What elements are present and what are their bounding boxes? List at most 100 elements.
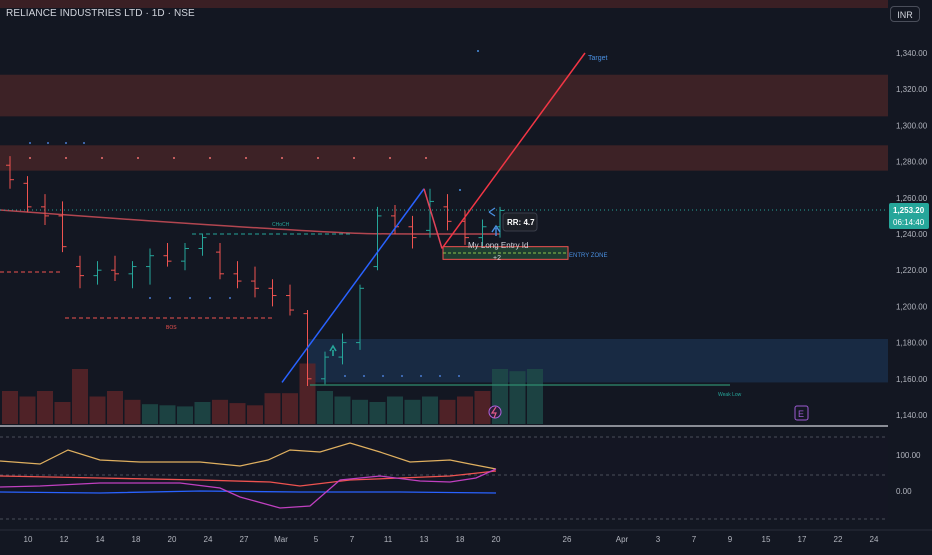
current-price-label: 1,253.20 [893,206,925,215]
pivot-dot [363,375,365,377]
price-tick-label: 1,220.00 [896,266,928,275]
pivot-dot [65,142,67,144]
current-price-badge [889,203,929,229]
demand-zone-box [308,338,888,383]
time-tick-label: 11 [384,535,393,544]
volume-bar [369,402,386,424]
time-tick-label: 5 [314,535,319,544]
time-tick-label: 3 [656,535,661,544]
lightning-icon [490,406,497,419]
pivot-dot [401,375,403,377]
volume-bar [334,396,351,424]
volume-bar [177,406,193,424]
indicator-orange-line [0,442,497,470]
impulse-line [281,188,425,383]
target-projection-line [441,52,586,249]
volume-bar [352,399,368,424]
time-tick-label: 20 [492,535,501,544]
pivot-dot [281,157,283,159]
volume-bar [282,393,298,424]
volume-bar [247,405,263,424]
bos-label: BOS [166,325,177,331]
time-tick-label: 26 [563,535,572,544]
volume-bar [509,371,526,424]
volume-bar [474,391,491,424]
price-tick-label: 1,300.00 [896,121,928,130]
pivot-dot [169,297,171,299]
volume-bar [387,396,403,424]
time-tick-label: 22 [834,535,843,544]
volume-bar [159,405,176,424]
time-tick-label: 24 [204,535,213,544]
up-arrow-icon [329,344,337,356]
indicator-red-line [0,470,497,487]
pivot-dot [173,157,175,159]
price-tick-label: 1,200.00 [896,302,928,311]
pivot-dot [149,297,151,299]
volume-bar [124,399,141,424]
volume-bar [229,403,246,424]
time-tick-label: 7 [692,535,697,544]
weak-low-label: Weak Low [718,392,742,398]
price-tick-label: 1,320.00 [896,85,928,94]
volume-bar [212,399,228,424]
pivot-dot [458,375,460,377]
marker-dot [459,189,461,191]
pivot-dot [439,375,441,377]
pullback-line [423,188,443,249]
pivot-dot [245,157,247,159]
pivot-dot [382,375,384,377]
volume-bar [422,396,438,424]
pivot-dot [209,297,211,299]
marker-dot [477,50,479,52]
pivot-dot [353,157,355,159]
indicator-tick-label: 0.00 [896,487,912,496]
time-tick-label: Mar [274,535,288,544]
time-tick-label: 12 [60,535,69,544]
time-tick-label: 20 [168,535,177,544]
pivot-dot [29,142,31,144]
symbol-title: RELIANCE INDUSTRIES LTD · 1D · NSE [6,8,195,19]
earnings-label: E [798,409,804,419]
time-tick-label: 7 [350,535,355,544]
price-tick-label: 1,180.00 [896,339,928,348]
indicator-tick-label: 100.00 [896,451,921,460]
pivot-dot [317,157,319,159]
dividend-badge-icon [488,405,502,419]
choch-label: CHoCH [272,222,290,228]
price-tick-label: 1,160.00 [896,375,928,384]
time-tick-label: 9 [728,535,733,544]
time-tick-label: 24 [870,535,879,544]
price-tick-label: 1,340.00 [896,49,928,58]
earnings-badge [794,405,809,421]
moving-average-line [0,209,500,235]
volume-bar [107,391,123,424]
time-tick-label: 10 [24,535,33,544]
time-tick-label: 14 [96,535,105,544]
resistance-zone [0,145,888,171]
pivot-dot [83,142,85,144]
indicator-blue-line [0,490,497,494]
arrow-marker-icon [488,207,496,217]
entry-label: My Long Entry Id [468,241,528,250]
price-axis-bg [888,0,932,530]
countdown-label: 06:14:40 [893,218,925,227]
entry-qty-label: +2 [493,255,501,262]
price-tick-label: 1,280.00 [896,158,928,167]
time-tick-label: Apr [616,535,629,544]
volume-bar [19,396,36,424]
price-tick-label: 1,140.00 [896,411,928,420]
entry-zone-label: ENTRY ZONE [569,253,607,259]
target-label: Target [588,55,608,62]
time-tick-label: 13 [420,535,429,544]
currency-button[interactable]: INR [890,6,920,22]
pivot-dot [425,157,427,159]
volume-bar [264,393,281,424]
pivot-dot [209,157,211,159]
price-tick-label: 1,260.00 [896,194,928,203]
pivot-dot [29,157,31,159]
pivot-dot [229,297,231,299]
time-tick-label: 18 [132,535,141,544]
